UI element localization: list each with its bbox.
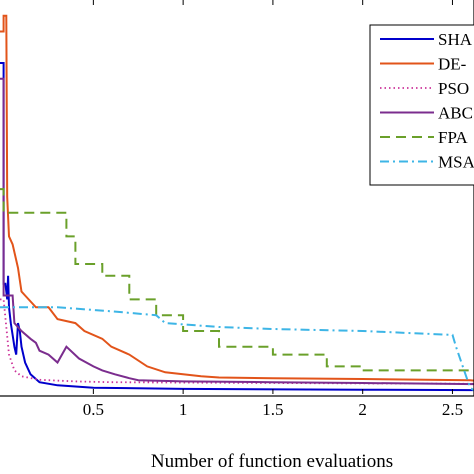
legend-box xyxy=(369,24,474,186)
series-line-sha xyxy=(0,62,474,392)
x-axis-ticks: 0.5 1 1.5 2 2.5 xyxy=(83,0,463,419)
series-line-msa xyxy=(0,306,474,391)
legend-label: MSA xyxy=(438,153,474,172)
x-tick-label: 0.5 xyxy=(83,400,104,419)
legend-label: PSO xyxy=(438,79,469,98)
legend: SHA DE- PSO ABC FPA MSA xyxy=(369,24,474,186)
x-tick-label: 2 xyxy=(358,400,367,419)
x-tick-label: 1.5 xyxy=(262,400,283,419)
x-tick-label: 2.5 xyxy=(442,400,463,419)
legend-label: ABC xyxy=(438,104,473,123)
x-tick-label: 1 xyxy=(179,400,188,419)
plot-area-frame xyxy=(0,0,474,397)
series-line-fpa xyxy=(0,188,474,372)
x-axis-label: Number of function evaluations xyxy=(151,451,393,472)
series-line-abc xyxy=(0,77,474,386)
series-line-de xyxy=(0,14,474,382)
legend-label: FPA xyxy=(438,128,468,147)
legend-label: SHA xyxy=(438,30,473,49)
legend-label: DE- xyxy=(438,55,467,74)
series-layer xyxy=(0,14,474,392)
